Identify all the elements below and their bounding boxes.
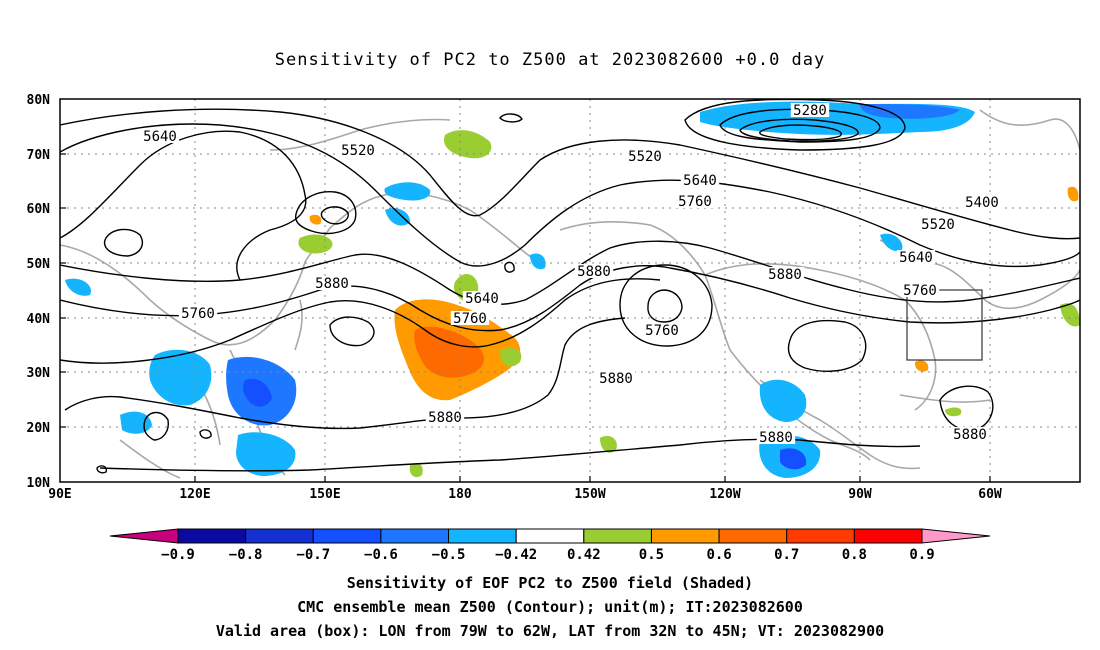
lon-label: 180 [448,487,472,502]
lat-lon-grid [60,99,1080,482]
lon-label: 90W [848,487,872,502]
contour-label: 5760 [178,306,218,322]
longitude-labels: 90E 120E 150E 180 150W 120W 90W 60W [48,487,1002,502]
svg-text:5880: 5880 [759,430,793,446]
colorbar-tick-label: 0.6 [706,547,731,563]
contour-label: 5640 [140,129,180,145]
colorbar-tick-label: −0.5 [432,547,466,563]
colorbar-tick-label: −0.6 [364,547,398,563]
contour-label: 5880 [765,267,805,283]
contour-label: 5880 [574,264,614,280]
colorbar-max-arrow [921,528,991,544]
latitude-labels: 80N 70N 60N 50N 40N 30N 20N 10N [27,93,51,491]
colorbar-segment [718,528,788,544]
contour-label: 5520 [625,149,665,165]
lat-label: 40N [27,312,51,327]
lon-label: 90E [48,487,71,502]
lat-label: 70N [27,148,51,163]
colorbar-tick-label: 0.9 [909,547,934,563]
lon-label: 120E [179,487,210,502]
contour-label: 5520 [918,217,958,233]
colorbar-tick-label: 0.42 [567,547,601,563]
colorbar-segment [245,528,314,544]
contour-label: 5640 [896,250,936,266]
contour-label: 5280 [790,103,830,119]
contour-label: 5760 [900,283,940,299]
contour-labels: 5640 5520 5520 5280 5640 5760 5400 5520 5640 5760… [140,103,1002,446]
axis-ticks [60,153,991,482]
lon-label: 120W [709,487,740,502]
svg-text:5880: 5880 [577,264,611,280]
svg-text:5520: 5520 [341,143,375,159]
contour-label: 5400 [962,195,1002,211]
shaded-sensitivity [65,101,1080,478]
colorbar-tick-label: −0.9 [161,547,195,563]
chart-title: Sensitivity of PC2 to Z500 at 2023082600… [274,50,826,70]
svg-text:5640: 5640 [143,129,177,145]
svg-text:5760: 5760 [903,283,937,299]
svg-text:5760: 5760 [645,323,679,339]
svg-text:5880: 5880 [953,427,987,443]
colorbar-tick-label: 0.7 [774,547,799,563]
contour-label: 5760 [675,194,715,210]
contour-label: 5520 [338,143,378,159]
colorbar-segment [786,528,855,544]
svg-text:5880: 5880 [768,267,802,283]
lat-label: 10N [27,476,51,491]
contour-label: 5760 [642,323,682,339]
lon-label: 150E [309,487,340,502]
caption-line-3: Valid area (box): LON from 79W to 62W, L… [215,622,885,640]
colorbar-segment [177,528,247,544]
contour-label: 5760 [450,311,490,327]
caption-line-1: Sensitivity of EOF PC2 to Z500 field (Sh… [346,574,754,592]
svg-text:5280: 5280 [793,103,827,119]
map-frame [59,98,1081,483]
valid-area-box [906,289,983,361]
svg-text:5520: 5520 [921,217,955,233]
svg-text:5760: 5760 [678,194,712,210]
lat-label: 30N [27,366,51,381]
lat-label: 50N [27,257,51,272]
contour-label: 5880 [312,276,352,292]
svg-text:5760: 5760 [453,311,487,327]
colorbar-segment [650,528,720,544]
caption-line-2: CMC ensemble mean Z500 (Contour); unit(m… [297,598,803,616]
lat-label: 80N [27,93,51,108]
contour-label: 5880 [596,371,636,387]
colorbar-segment [583,528,652,544]
lon-label: 150W [574,487,605,502]
colorbar-segment [853,528,923,544]
colorbar-tick-label: −0.42 [495,547,537,563]
lon-label: 60W [978,487,1002,502]
colorbar: −0.9 −0.8 −0.7 −0.6 −0.5 −0.42 0.42 0.5 0.6 0.7 0.… [109,528,991,563]
colorbar-segment [380,528,450,544]
contour-label: 5880 [950,427,990,443]
svg-text:5880: 5880 [428,410,462,426]
contour-label: 5880 [425,410,465,426]
contour-label: 5640 [680,173,720,189]
contour-label: 5880 [756,430,796,446]
lat-label: 60N [27,202,51,217]
colorbar-tick-label: −0.7 [296,547,330,563]
colorbar-tick-label: −0.8 [229,547,263,563]
colorbar-segment [448,528,517,544]
colorbar-tick-label: 0.5 [639,547,664,563]
svg-text:5880: 5880 [599,371,633,387]
colorbar-min-arrow [109,528,179,544]
svg-text:5640: 5640 [465,291,499,307]
lat-label: 20N [27,421,51,436]
svg-text:5520: 5520 [628,149,662,165]
svg-text:5640: 5640 [899,250,933,266]
colorbar-tick-label: 0.8 [842,547,867,563]
colorbar-segment [312,528,382,544]
svg-text:5880: 5880 [315,276,349,292]
z500-contours [60,99,1080,474]
contour-label: 5640 [462,291,502,307]
colorbar-segment [515,528,585,544]
svg-text:5400: 5400 [965,195,999,211]
svg-text:5760: 5760 [181,306,215,322]
svg-text:5640: 5640 [683,173,717,189]
